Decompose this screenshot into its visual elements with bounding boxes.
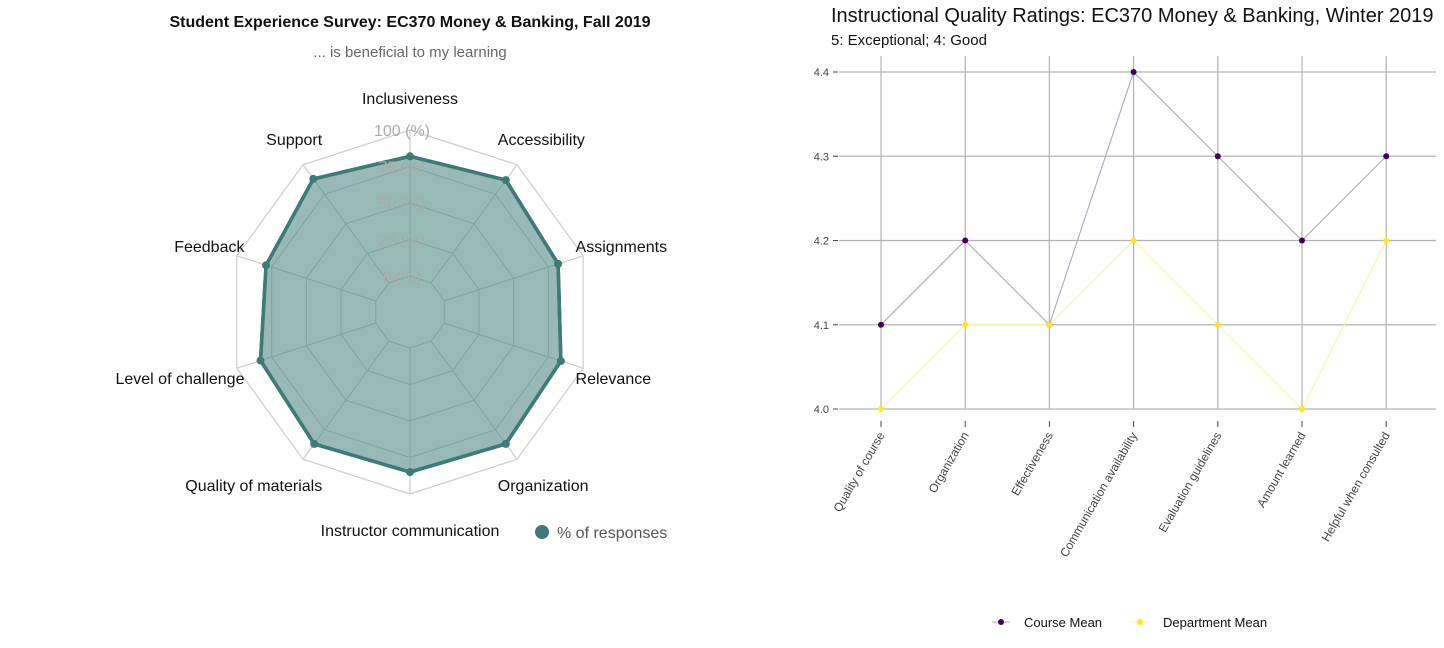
line-y-tick-label: 4.1 [814,320,829,332]
radar-category-labels: Inclusiveness Accessibility Assignments Rel… [115,91,667,540]
line-chart: Instructional Quality Ratings: EC370 Mon… [814,5,1436,630]
radar-grid-spoke-overlay [260,322,376,362]
line-point [878,321,884,328]
line-x-tick-label: Helpful when consulted [1319,430,1393,544]
radar-category-label: Relevance [576,371,652,388]
radar-tick-labels: 0 (%) 25 (%) 50 (%) 75 (%) 100 (%) [374,123,430,286]
line-point [1214,321,1221,328]
line-x-tick-label: Communication availability [1057,430,1140,560]
radar-point [501,439,510,448]
radar-category-label: Instructor communication [321,523,500,540]
radar-point [310,439,319,448]
line-subtitle: 5: Exceptional; 4: Good [831,32,987,49]
legend-department-label: Department Mean [1163,615,1267,630]
line-point [962,237,969,244]
line-point [1299,406,1305,412]
radar-point [556,357,565,366]
legend-department-marker [1137,619,1143,625]
radar-category-label: Inclusiveness [362,91,458,108]
radar-point [406,468,414,477]
line-x-tick-label: Evaluation guidelines [1156,430,1225,535]
radar-point [406,152,414,161]
radar-chart: Student Experience Survey: EC370 Money &… [115,14,667,542]
radar-tick-label: 25 (%) [378,233,425,250]
radar-tick-label: 0 (%) [383,269,421,286]
radar-subtitle: ... is beneficial to my learning [313,44,506,61]
line-point [962,321,969,328]
line-point [1214,153,1221,160]
line-series [878,69,1390,412]
radar-point [262,261,271,270]
radar-grid-spoke-overlay [430,340,507,445]
line-point [1383,237,1390,244]
line-y-tick-label: 4.2 [814,236,829,248]
radar-category-label: Feedback [174,239,245,256]
radar-tick-label: 100 (%) [374,123,430,140]
radar-legend-label: % of responses [557,525,667,542]
radar-point [309,174,318,183]
line-y-tick-labels: 4.0 4.1 4.2 4.3 4.4 [814,67,829,416]
line-point [878,406,884,412]
radar-legend: % of responses [535,525,667,542]
line-x-tick-label: Effectiveness [1008,430,1056,499]
radar-category-label: Organization [498,478,589,495]
line-point [1383,153,1390,160]
line-title: Instructional Quality Ratings: EC370 Mon… [831,5,1434,27]
legend-course-label: Course Mean [1024,615,1102,630]
line-y-tick-label: 4.0 [814,404,829,416]
radar-tick-label: 50 (%) [378,196,425,213]
line-point [1130,237,1137,244]
radar-point [554,259,563,268]
line-point [1046,321,1053,328]
radar-title: Student Experience Survey: EC370 Money &… [169,14,650,31]
radar-category-label: Quality of materials [185,478,322,495]
line-grid [833,56,1436,427]
radar-grid-spoke-overlay [313,340,390,445]
radar-point [256,356,265,365]
radar-grid-spoke-overlay [444,263,559,302]
line-x-tick-label: Organization [926,429,972,495]
radar-point [501,176,510,185]
radar-grid-spoke-overlay [265,264,376,302]
line-x-tick-label: Amount learned [1254,430,1308,510]
line-y-tick-label: 4.3 [814,151,829,163]
line-x-tick-labels: Quality of course Organization Effectivene… [830,429,1392,559]
line-point [1130,69,1137,75]
radar-category-label: Accessibility [498,132,585,149]
legend-course-marker [998,619,1004,625]
radar-category-label: Assignments [576,239,668,256]
radar-grid-spoke-overlay [430,179,507,284]
radar-grid-spoke-overlay [444,322,562,362]
radar-category-label: Support [266,132,323,149]
line-y-tick-label: 4.4 [814,67,829,79]
radar-series [256,152,565,477]
radar-grid-spoke-overlay [312,178,390,284]
radar-legend-marker [535,525,549,539]
radar-tick-label: 75 (%) [378,160,425,177]
line-point [1299,237,1305,244]
line-legend: Course Mean Department Mean [992,615,1267,630]
line-x-tick-label: Quality of course [830,429,887,514]
radar-category-label: Level of challenge [115,371,244,388]
